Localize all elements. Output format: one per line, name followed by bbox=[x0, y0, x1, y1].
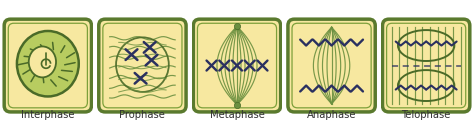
FancyBboxPatch shape bbox=[4, 19, 91, 112]
Text: Telophase: Telophase bbox=[401, 110, 451, 120]
Text: Metaphase: Metaphase bbox=[210, 110, 264, 120]
Text: Anaphase: Anaphase bbox=[307, 110, 356, 120]
Ellipse shape bbox=[17, 31, 79, 96]
FancyBboxPatch shape bbox=[99, 19, 186, 112]
Text: Prophase: Prophase bbox=[119, 110, 165, 120]
Text: Interphase: Interphase bbox=[21, 110, 74, 120]
FancyBboxPatch shape bbox=[288, 19, 375, 112]
FancyBboxPatch shape bbox=[193, 19, 281, 112]
FancyBboxPatch shape bbox=[383, 19, 470, 112]
Ellipse shape bbox=[29, 46, 56, 77]
